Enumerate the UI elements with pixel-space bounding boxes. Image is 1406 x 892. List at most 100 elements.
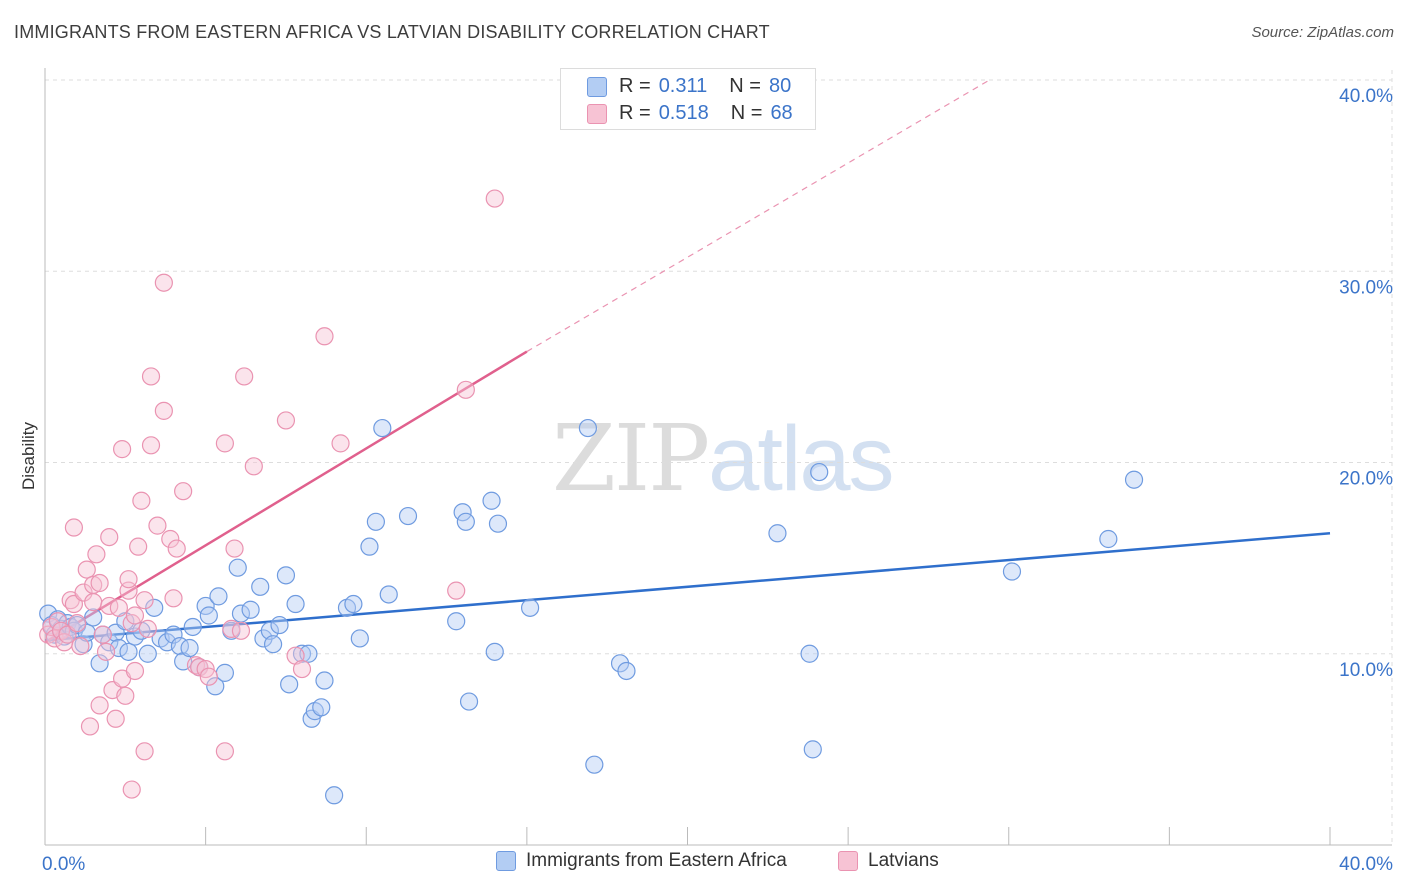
point-latvian: [167, 539, 186, 558]
point-latvian: [215, 742, 234, 761]
point-eastern-africa: [90, 654, 109, 673]
point-latvian: [125, 661, 145, 681]
point-latvian: [71, 636, 90, 656]
point-latvian: [215, 434, 234, 453]
point-latvian: [292, 659, 312, 679]
point-eastern-africa: [84, 608, 103, 627]
legend-swatch-pink: [587, 103, 607, 124]
point-eastern-africa: [215, 663, 234, 682]
point-latvian: [116, 686, 135, 705]
point-eastern-africa: [132, 621, 151, 640]
legend-swatch-blue: [587, 76, 607, 97]
source-credit: Source: ZipAtlas.com: [1251, 24, 1394, 41]
point-eastern-africa: [270, 615, 289, 635]
point-latvian: [154, 401, 173, 420]
point-latvian: [276, 411, 296, 430]
point-eastern-africa: [447, 612, 466, 631]
chart-title: IMMIGRANTS FROM EASTERN AFRICA VS LATVIA…: [14, 22, 770, 42]
n-label: N =: [729, 75, 761, 97]
trend-line-extension: [526, 79, 990, 353]
point-latvian: [90, 696, 109, 715]
point-latvian: [199, 667, 218, 686]
data-points: [39, 189, 1144, 805]
legend-row-blue: R = 0.311 N = 80: [587, 75, 791, 98]
trend-line: [44, 532, 1331, 642]
point-eastern-africa: [206, 677, 225, 696]
point-latvian: [77, 560, 96, 579]
point-eastern-africa: [292, 644, 312, 663]
point-latvian: [93, 625, 112, 644]
point-latvian: [64, 518, 84, 537]
point-eastern-africa: [344, 594, 363, 614]
point-latvian: [135, 742, 154, 761]
point-eastern-africa: [138, 644, 157, 663]
point-latvian: [74, 583, 93, 602]
legend-swatch-blue: [496, 851, 516, 871]
y-tick-label: 20.0%: [1339, 469, 1393, 490]
point-eastern-africa: [803, 740, 822, 759]
point-eastern-africa: [1099, 529, 1118, 549]
point-latvian: [84, 593, 103, 612]
r-value: 0.311: [658, 75, 708, 97]
point-eastern-africa: [585, 755, 604, 774]
point-eastern-africa: [228, 558, 247, 577]
point-latvian: [141, 436, 161, 455]
point-latvian: [164, 589, 183, 608]
series-legend: Immigrants from Eastern Africa Latvians: [0, 850, 1406, 880]
point-latvian: [84, 575, 103, 595]
point-latvian: [112, 440, 132, 459]
n-value: 80: [768, 75, 792, 97]
point-eastern-africa: [578, 418, 598, 438]
point-eastern-africa: [810, 462, 829, 482]
legend-swatch-pink: [838, 851, 858, 871]
trend-line: [44, 350, 528, 644]
point-eastern-africa: [199, 606, 218, 625]
point-eastern-africa: [485, 642, 504, 661]
point-latvian: [87, 545, 106, 564]
point-latvian: [109, 598, 128, 617]
point-eastern-africa: [145, 598, 164, 617]
axes: [44, 68, 1392, 846]
point-latvian: [174, 482, 193, 501]
point-eastern-africa: [488, 514, 508, 533]
watermark-atlas: atlas: [708, 408, 894, 510]
point-eastern-africa: [800, 644, 819, 663]
point-latvian: [90, 573, 109, 593]
point-eastern-africa: [276, 566, 296, 585]
point-latvian: [48, 612, 67, 631]
point-eastern-africa: [180, 638, 199, 658]
legend-item-latvians[interactable]: Latvians: [838, 850, 939, 872]
y-tick-label: 40.0%: [1339, 86, 1393, 107]
point-eastern-africa: [1002, 562, 1022, 581]
grid-lines: [45, 70, 1393, 845]
point-eastern-africa: [263, 635, 283, 654]
point-eastern-africa: [286, 594, 305, 614]
point-latvian: [80, 717, 100, 736]
point-eastern-africa: [251, 577, 270, 596]
point-latvian: [186, 656, 206, 675]
point-eastern-africa: [196, 596, 215, 616]
point-latvian: [132, 491, 151, 510]
point-latvian: [447, 581, 466, 600]
n-value: 68: [770, 102, 793, 124]
point-eastern-africa: [373, 418, 392, 438]
x-tick-label: 0.0%: [42, 854, 85, 875]
legend-item-eastern-africa[interactable]: Immigrants from Eastern Africa: [496, 850, 787, 872]
point-latvian: [225, 539, 244, 558]
point-eastern-africa: [315, 671, 334, 690]
legend-row-pink: R = 0.518 N = 68: [587, 102, 793, 125]
legend-label: Latvians: [868, 850, 939, 871]
point-eastern-africa: [39, 604, 58, 623]
point-eastern-africa: [617, 661, 636, 681]
point-latvian: [129, 537, 148, 556]
point-eastern-africa: [1124, 470, 1144, 489]
r-label: R =: [619, 75, 651, 97]
point-eastern-africa: [459, 692, 479, 711]
point-eastern-africa: [325, 786, 344, 805]
y-tick-label: 30.0%: [1339, 277, 1393, 298]
point-latvian: [106, 709, 125, 728]
point-latvian: [148, 516, 167, 535]
r-label: R =: [619, 102, 651, 124]
point-eastern-africa: [366, 512, 385, 531]
